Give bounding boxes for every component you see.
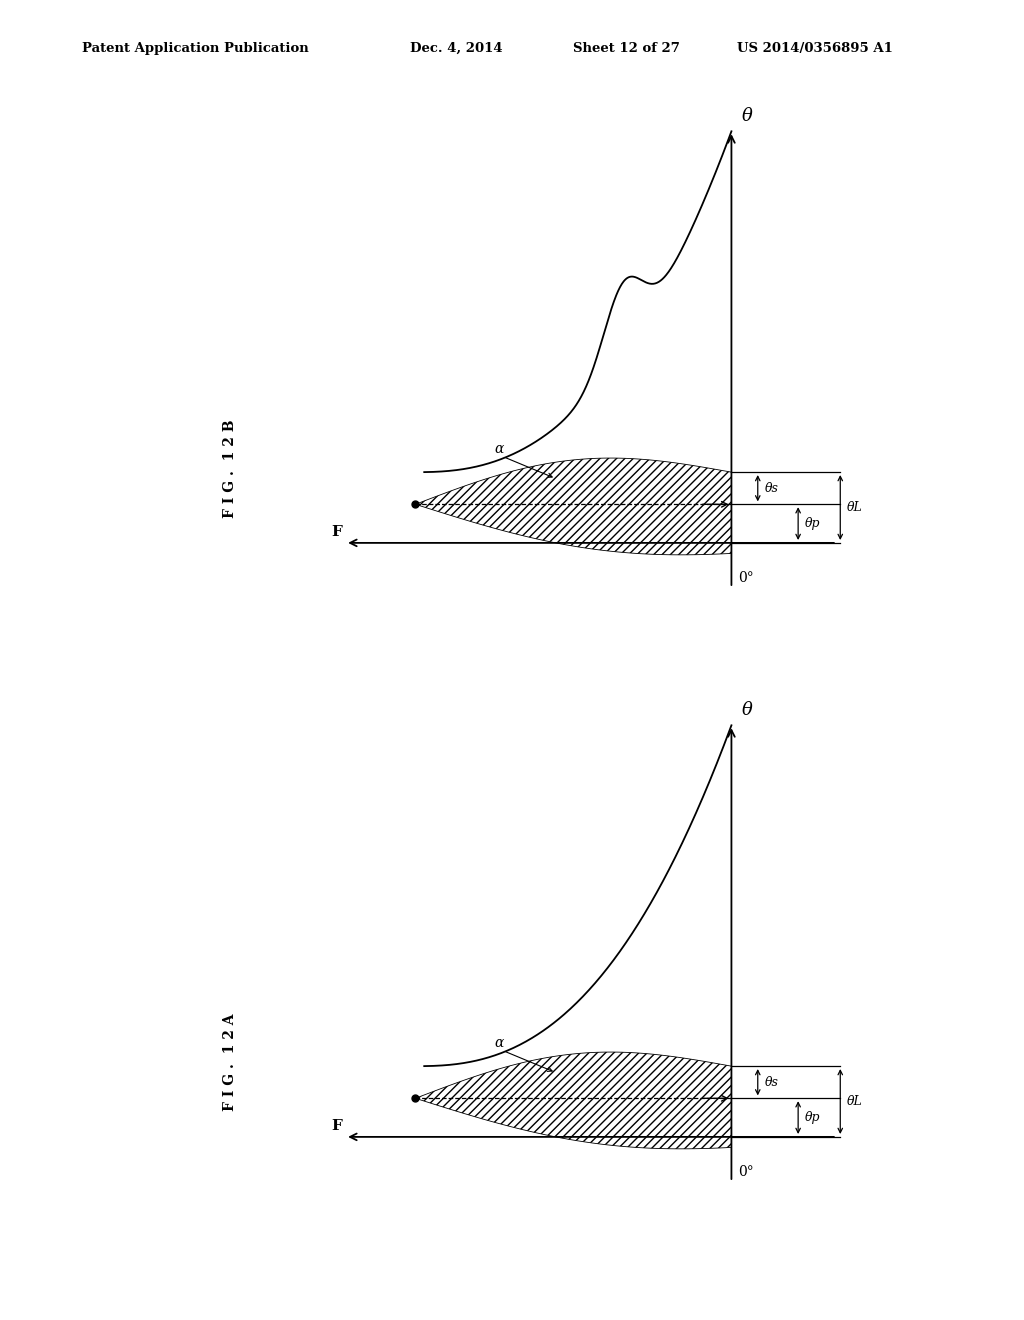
Text: F: F	[331, 1119, 342, 1133]
Text: Sheet 12 of 27: Sheet 12 of 27	[573, 42, 680, 55]
Text: α: α	[495, 1036, 504, 1049]
Text: θp: θp	[805, 1111, 820, 1125]
Text: θs: θs	[765, 1076, 778, 1089]
Text: US 2014/0356895 A1: US 2014/0356895 A1	[737, 42, 893, 55]
Text: θp: θp	[805, 517, 820, 531]
Polygon shape	[416, 458, 731, 554]
Text: θ: θ	[742, 701, 753, 719]
Polygon shape	[416, 1052, 731, 1148]
Text: θL: θL	[847, 502, 863, 513]
Text: F I G .  1 2 A: F I G . 1 2 A	[223, 1014, 238, 1111]
Text: Patent Application Publication: Patent Application Publication	[82, 42, 308, 55]
Text: θL: θL	[847, 1096, 863, 1107]
Text: F: F	[331, 525, 342, 539]
Text: θs: θs	[765, 482, 778, 495]
Text: 0°: 0°	[738, 1166, 755, 1179]
Text: α: α	[495, 442, 504, 455]
Text: Dec. 4, 2014: Dec. 4, 2014	[410, 42, 502, 55]
Text: θ: θ	[742, 107, 753, 125]
Text: 0°: 0°	[738, 572, 755, 585]
Text: F I G .  1 2 B: F I G . 1 2 B	[223, 420, 238, 517]
